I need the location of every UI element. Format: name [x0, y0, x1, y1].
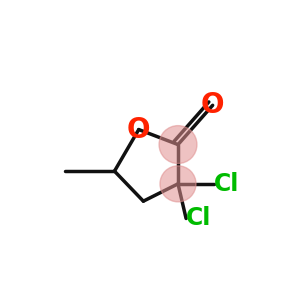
Text: Cl: Cl: [186, 206, 212, 230]
Circle shape: [159, 126, 197, 164]
Text: Cl: Cl: [214, 172, 239, 196]
Text: O: O: [127, 116, 151, 144]
Text: O: O: [201, 91, 224, 119]
Circle shape: [160, 166, 196, 202]
